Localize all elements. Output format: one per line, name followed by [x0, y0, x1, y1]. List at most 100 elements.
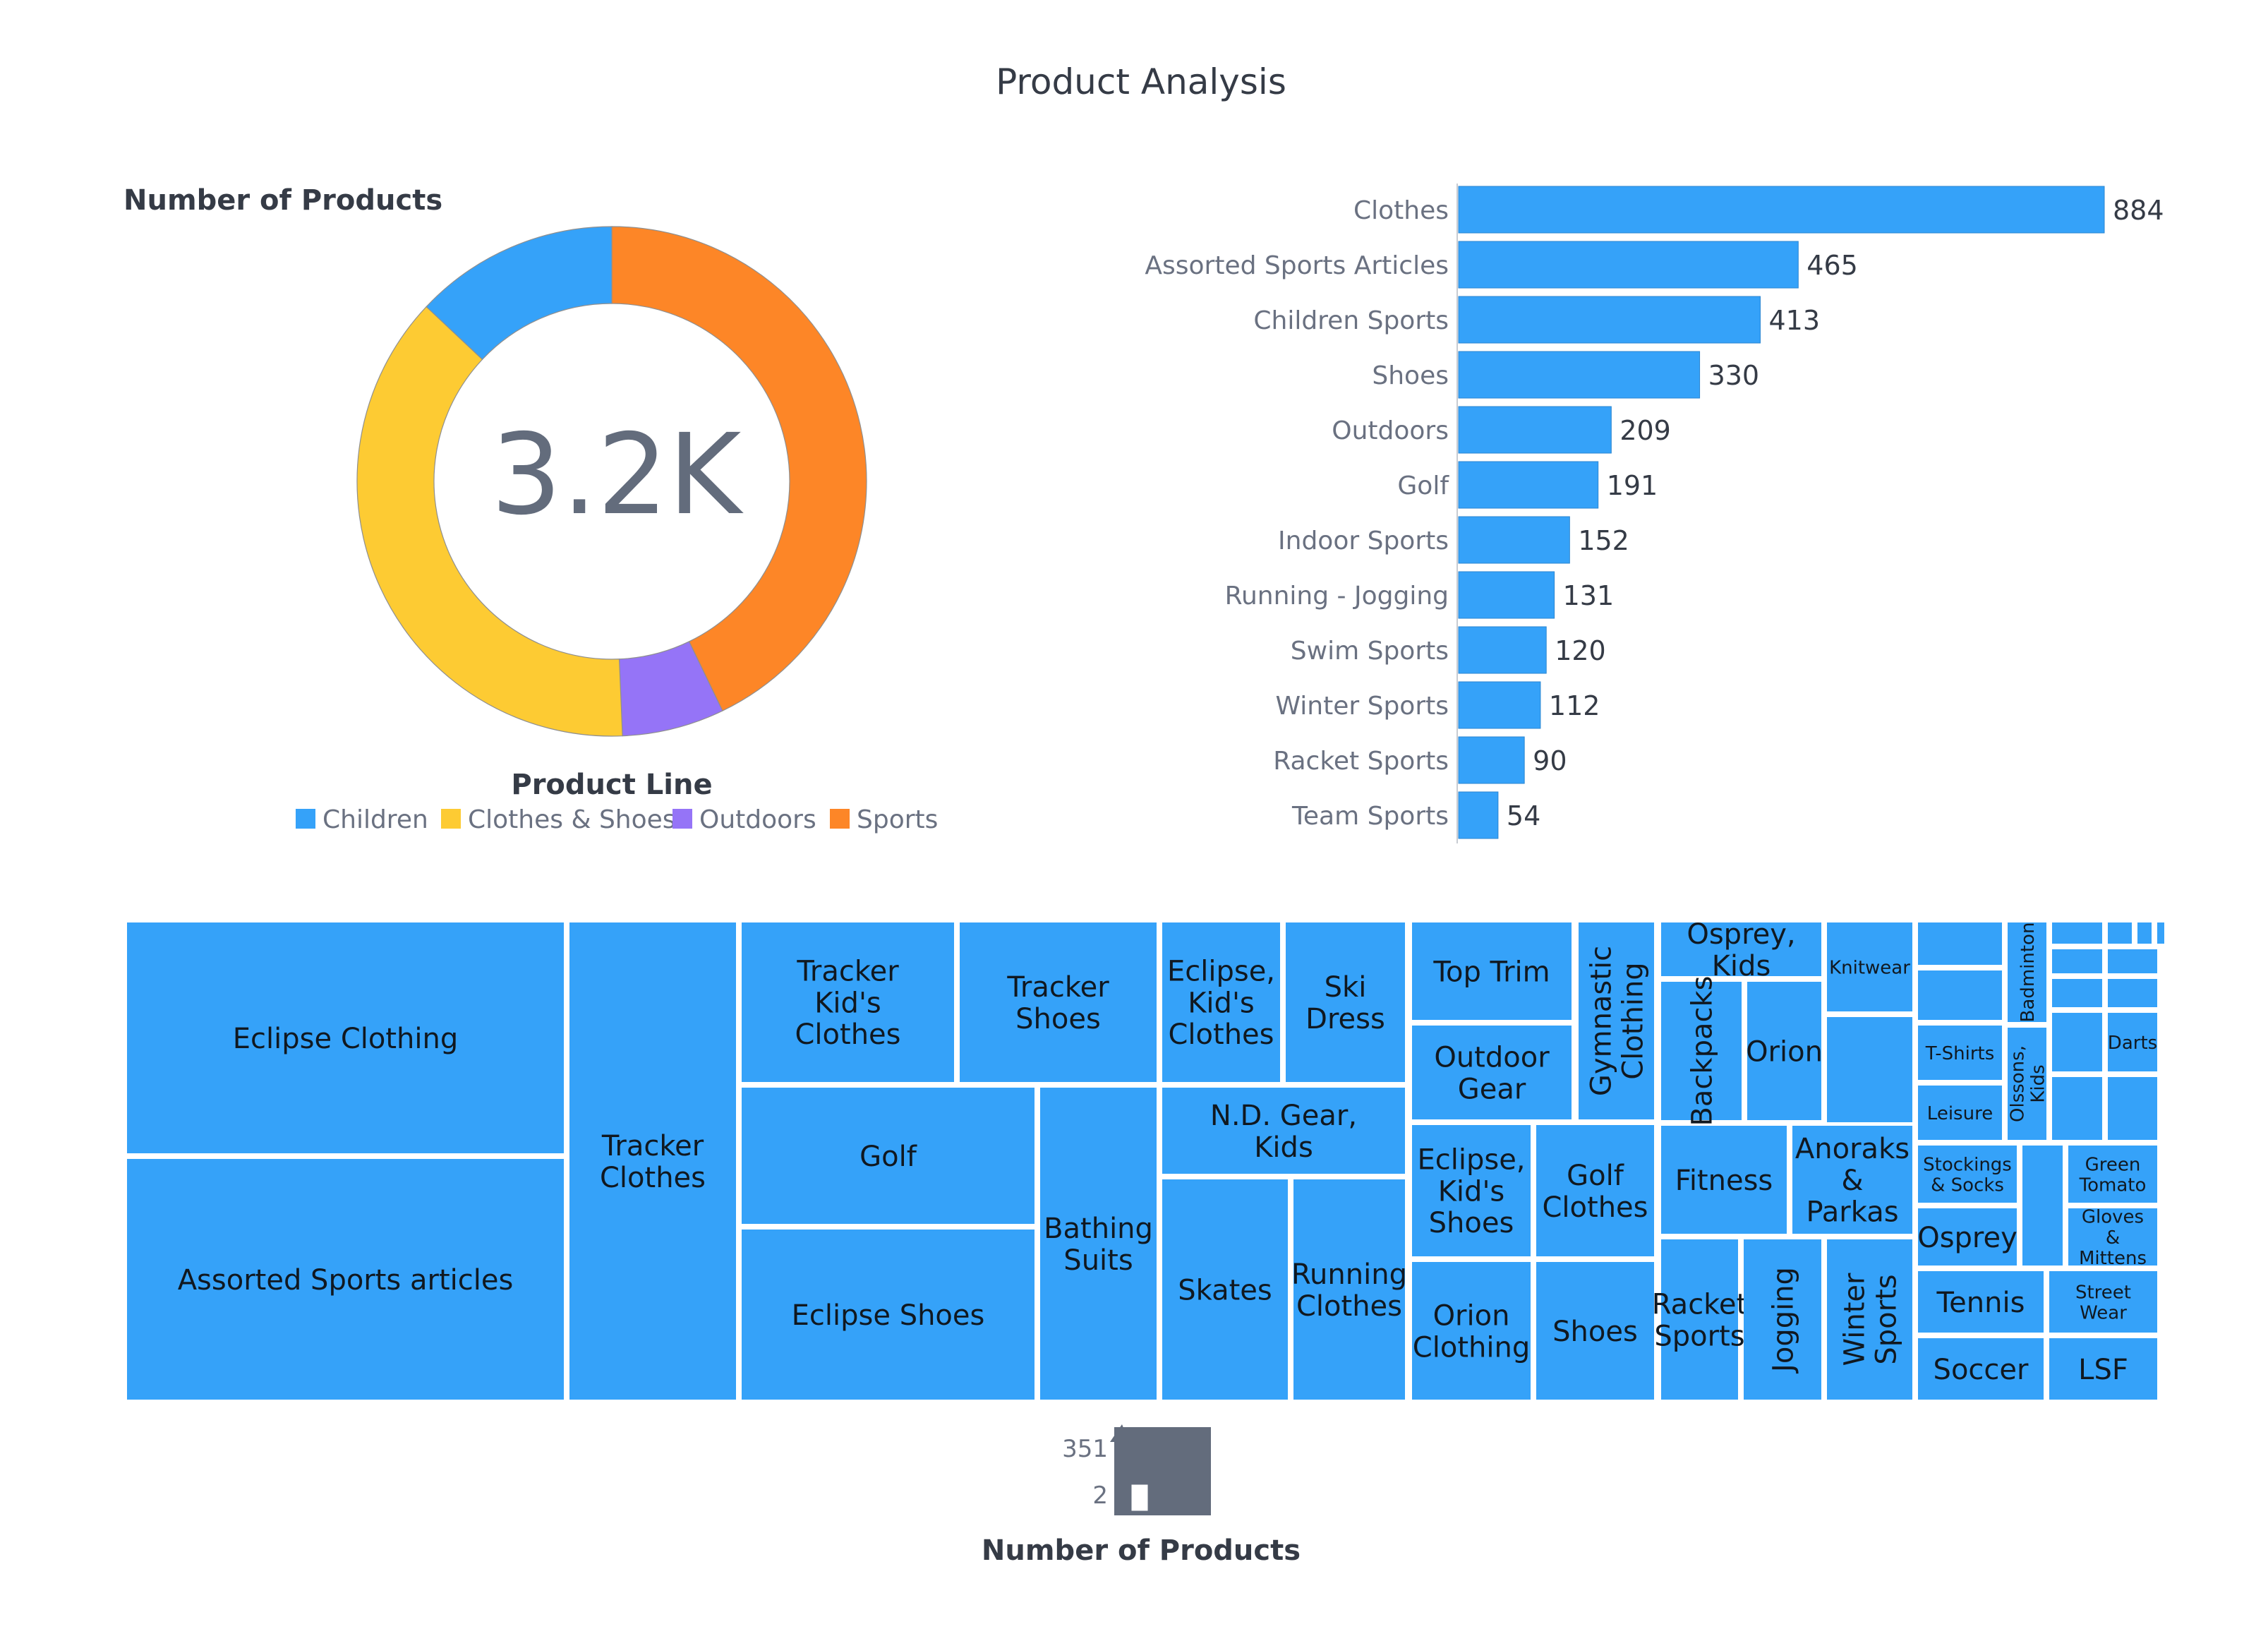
- treemap-label: Jogging: [1767, 1267, 1799, 1374]
- treemap-cell-rect: [1412, 922, 1572, 1020]
- treemap-cell[interactable]: Fitness: [1661, 1126, 1787, 1234]
- treemap-cell[interactable]: [2052, 979, 2102, 1007]
- treemap-cell-rect: [1747, 982, 1821, 1120]
- treemap-cell[interactable]: Street Wear: [2049, 1271, 2157, 1333]
- bar-category-label: Indoor Sports: [1278, 527, 1449, 555]
- bar-category-label: Outdoors: [1332, 416, 1449, 445]
- legend-item[interactable]: Children: [296, 805, 428, 834]
- donut-slice-clothes-shoes[interactable]: [356, 306, 623, 737]
- treemap-cell[interactable]: WinterSports: [1827, 1239, 1912, 1400]
- treemap-cell[interactable]: Olssons,Kids: [2007, 1028, 2049, 1140]
- treemap-cell-rect: [2022, 1146, 2063, 1266]
- bar-racket-sports[interactable]: [1458, 736, 1525, 784]
- treemap-cell[interactable]: Orion Clothing: [1412, 1262, 1531, 1400]
- bar-clothes[interactable]: [1458, 186, 2105, 234]
- treemap-cell[interactable]: Bathing Suits: [1040, 1088, 1157, 1400]
- treemap-label: Eclipse, Kid's Clothes: [1167, 956, 1275, 1052]
- treemap-cell-rect: [1293, 1179, 1405, 1400]
- treemap-cell[interactable]: T-Shirts: [1918, 1026, 2002, 1080]
- bar-swim-sports[interactable]: [1458, 626, 1547, 674]
- treemap-cell-rect: [1918, 922, 2002, 965]
- treemap-cell[interactable]: [2157, 922, 2164, 944]
- treemap-cell-rect: [742, 922, 954, 1082]
- treemap-cell[interactable]: Soccer: [1918, 1338, 2044, 1400]
- treemap-cell[interactable]: Osprey: [1917, 1208, 2017, 1266]
- treemap-cell[interactable]: Outdoor Gear: [1412, 1026, 1572, 1119]
- bar-category-label: Team Sports: [1291, 802, 1449, 831]
- treemap-cell[interactable]: [2108, 949, 2157, 973]
- bar-golf[interactable]: [1458, 461, 1599, 509]
- treemap-cell[interactable]: [1827, 1017, 1912, 1122]
- treemap-label: Orion Clothing: [1413, 1300, 1530, 1364]
- treemap-cell[interactable]: Green Tomato: [2068, 1146, 2157, 1203]
- legend-item[interactable]: Sports: [830, 805, 938, 834]
- treemap-cell[interactable]: Tracker Shoes: [960, 922, 1157, 1082]
- treemap-cell[interactable]: Running Clothes: [1291, 1179, 1407, 1400]
- treemap-cell[interactable]: Eclipse, Kid's Clothes: [1162, 922, 1280, 1082]
- treemap-cell[interactable]: [1918, 970, 2002, 1020]
- bar-value-label: 884: [2113, 195, 2164, 226]
- treemap-cell[interactable]: [1918, 922, 2002, 965]
- treemap-cell[interactable]: LSF: [2049, 1338, 2157, 1400]
- treemap-cell[interactable]: Racket Sports: [1652, 1239, 1747, 1400]
- treemap-cell[interactable]: Orion: [1746, 982, 1823, 1120]
- treemap-cell[interactable]: [2108, 1077, 2157, 1140]
- treemap-cell[interactable]: GymnasticClothing: [1579, 922, 1654, 1119]
- treemap-cell[interactable]: Gloves & Mittens: [2068, 1207, 2157, 1269]
- treemap-cell[interactable]: Tracker Clothes: [569, 922, 736, 1400]
- treemap-cell[interactable]: Ski Dress: [1286, 922, 1405, 1082]
- treemap-cell[interactable]: Leisure: [1918, 1086, 2002, 1140]
- treemap-cell[interactable]: [2108, 922, 2132, 944]
- donut-slice-children[interactable]: [426, 226, 613, 361]
- treemap-cell[interactable]: Knitwear: [1827, 922, 1912, 1011]
- bar-outdoors[interactable]: [1458, 406, 1612, 454]
- treemap-cell[interactable]: [2052, 922, 2102, 944]
- treemap-cell-rect: [1661, 1239, 1738, 1400]
- treemap-cell[interactable]: Assorted Sports articles: [127, 1159, 564, 1400]
- treemap-cell[interactable]: Skates: [1162, 1179, 1288, 1400]
- donut-slice-sports[interactable]: [611, 226, 867, 711]
- treemap-cell[interactable]: Top Trim: [1412, 922, 1572, 1020]
- treemap-cell[interactable]: Backpacks: [1661, 975, 1742, 1126]
- treemap-cell[interactable]: [2052, 949, 2102, 973]
- treemap-cell[interactable]: Golf: [742, 1088, 1035, 1224]
- treemap-label: Top Trim: [1432, 956, 1550, 988]
- treemap-cell[interactable]: Osprey, Kids: [1661, 918, 1821, 982]
- treemap-cell[interactable]: [2052, 1013, 2102, 1071]
- treemap-cell[interactable]: Darts: [2108, 1013, 2157, 1071]
- treemap-cell[interactable]: Tracker Kid's Clothes: [742, 922, 954, 1082]
- treemap-cell[interactable]: Badminton: [2008, 922, 2046, 1023]
- bar-shoes[interactable]: [1458, 351, 1701, 399]
- bar-running-jogging[interactable]: [1458, 571, 1555, 619]
- bar-indoor-sports[interactable]: [1458, 516, 1570, 564]
- treemap-cell[interactable]: Golf Clothes: [1536, 1125, 1654, 1256]
- bar-winter-sports[interactable]: [1458, 681, 1541, 729]
- treemap-cell[interactable]: N.D. Gear, Kids: [1162, 1088, 1405, 1174]
- treemap-cell-rect: [2052, 1077, 2102, 1140]
- treemap-cell[interactable]: [2022, 1146, 2063, 1266]
- treemap-cell[interactable]: [2052, 1077, 2102, 1140]
- treemap-cell-rect: [1792, 1126, 1912, 1234]
- treemap-cell[interactable]: [2137, 922, 2152, 944]
- treemap-cell[interactable]: Stockings & Socks: [1918, 1146, 2017, 1203]
- bar-children-sports[interactable]: [1458, 296, 1761, 344]
- bar-assorted-sports-articles[interactable]: [1458, 241, 1799, 289]
- treemap-cell[interactable]: Tennis: [1918, 1271, 2044, 1333]
- treemap-label: WinterSports: [1839, 1273, 1903, 1366]
- treemap-cell[interactable]: Eclipse, Kid's Shoes: [1412, 1125, 1531, 1256]
- bar-value-label: 209: [1619, 415, 1671, 446]
- donut-legend-title: Product Line: [511, 769, 712, 801]
- treemap-cell[interactable]: Shoes: [1536, 1262, 1654, 1400]
- treemap-cell-rect: [960, 922, 1157, 1082]
- treemap-cell[interactable]: Jogging: [1744, 1239, 1821, 1400]
- treemap-cell[interactable]: [2108, 979, 2157, 1007]
- treemap-cell[interactable]: Anoraks & Parkas: [1792, 1126, 1912, 1234]
- treemap-label: Outdoor Gear: [1434, 1042, 1550, 1106]
- treemap-cell[interactable]: Eclipse Clothing: [127, 922, 564, 1153]
- treemap-cell[interactable]: Eclipse Shoes: [742, 1230, 1035, 1400]
- bar-team-sports[interactable]: [1458, 791, 1499, 839]
- legend-item[interactable]: Clothes & Shoes: [441, 805, 676, 834]
- size-legend-max-shape: [1114, 1427, 1211, 1515]
- legend-item[interactable]: Outdoors: [672, 805, 816, 834]
